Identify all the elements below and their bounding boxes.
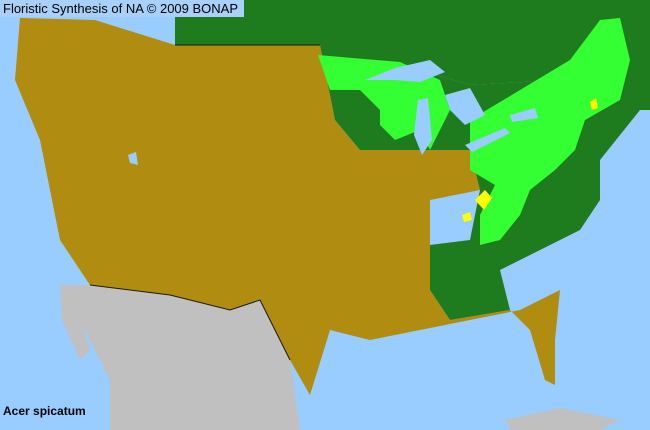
lake-michigan bbox=[414, 98, 432, 155]
yellow-rare-counties-3 bbox=[590, 98, 598, 110]
baja-peninsula bbox=[60, 285, 90, 360]
mexico-region bbox=[60, 285, 300, 430]
great-salt-lake bbox=[128, 152, 138, 165]
species-label: Acer spicatum bbox=[3, 404, 86, 418]
lake-ontario bbox=[510, 108, 538, 122]
us-not-present bbox=[15, 18, 560, 395]
yellow-rare-counties-2 bbox=[462, 212, 472, 222]
lake-superior bbox=[365, 60, 445, 82]
northeast-present-counties bbox=[470, 18, 630, 245]
lake-huron bbox=[445, 88, 485, 125]
map-title: Floristic Synthesis of NA © 2009 BONAP bbox=[0, 0, 245, 17]
canada-region bbox=[175, 0, 650, 110]
lake-erie bbox=[465, 128, 510, 152]
yellow-rare-counties bbox=[475, 190, 492, 210]
cuba bbox=[505, 408, 620, 430]
